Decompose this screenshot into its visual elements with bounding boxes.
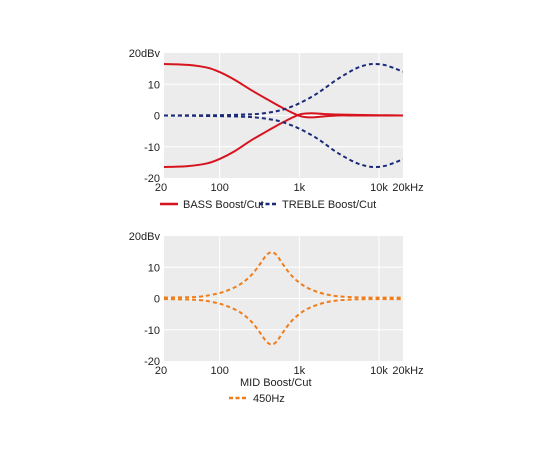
series-line-3: [164, 62, 403, 117]
series-line-2: [164, 298, 403, 346]
y-tick-label: 0: [154, 294, 160, 306]
y-tick-label: 0: [154, 111, 160, 123]
y-tick-label: 10: [148, 79, 160, 91]
y-tick-label: -10: [144, 325, 160, 337]
series-group: [164, 62, 403, 169]
y-tick-label: -20: [144, 173, 160, 185]
x-tick-label: 1k: [294, 182, 306, 194]
x-tick-label: 100: [211, 365, 229, 377]
y-tick-label: -20: [144, 356, 160, 368]
x-tick-label: 10k: [370, 182, 388, 194]
x-tick-label: 20kHz: [392, 365, 423, 377]
legend-label: TREBLE Boost/Cut: [282, 199, 376, 211]
x-tick-label: 100: [211, 182, 229, 194]
y-tick-label: 20dBv: [129, 231, 161, 243]
series-line-2: [164, 112, 403, 169]
x-tick-label: 20: [155, 365, 167, 377]
y-tick-label: 10: [148, 262, 160, 274]
legend-label: BASS Boost/Cut: [183, 199, 264, 211]
x-tick-label: 1k: [294, 365, 306, 377]
series-line-4: [164, 114, 403, 169]
x-tick-label: 10k: [370, 365, 388, 377]
x-tick-label: 20: [155, 182, 167, 194]
legend-label: 450Hz: [253, 393, 285, 405]
x-tick-label: 20kHz: [392, 182, 423, 194]
y-tick-label: -10: [144, 142, 160, 154]
y-tick-label: 20dBv: [129, 48, 161, 60]
series-line-1: [164, 251, 403, 299]
series-group: [164, 251, 403, 346]
legend-title: MID Boost/Cut: [240, 377, 312, 389]
